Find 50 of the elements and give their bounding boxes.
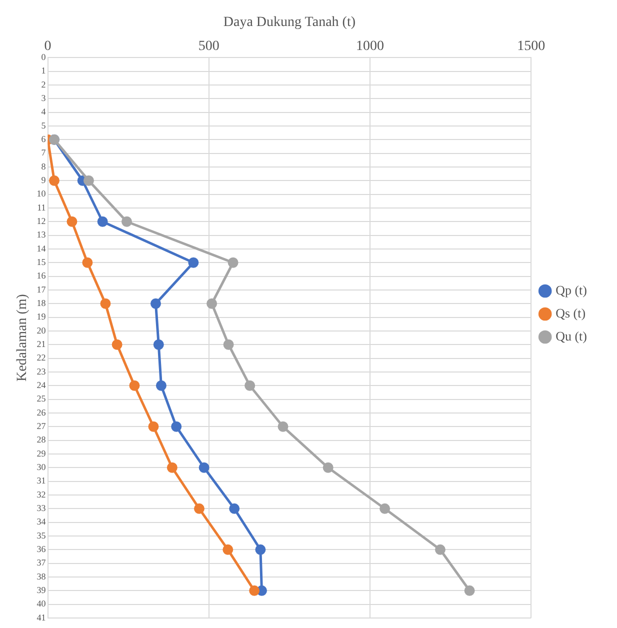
y-tick-label: 11 xyxy=(37,202,46,212)
y-tick-label: 40 xyxy=(36,598,46,609)
y-tick-label: 15 xyxy=(36,256,46,267)
x-tick-label: 1500 xyxy=(517,38,546,54)
y-tick-label: 39 xyxy=(36,585,46,596)
y-tick-label: 32 xyxy=(36,489,46,500)
y-tick-label: 29 xyxy=(36,448,46,458)
y-tick-label: 37 xyxy=(36,558,46,568)
y-tick-label: 20 xyxy=(36,325,46,336)
y-tick-label: 22 xyxy=(36,352,46,363)
y-tick-label: 8 xyxy=(41,161,46,172)
y-tick-label: 26 xyxy=(36,407,46,418)
y-tick-label: 6 xyxy=(41,134,46,144)
y-tick-label: 30 xyxy=(36,462,46,472)
y-tick-label: 12 xyxy=(36,216,46,226)
y-tick-label: 2 xyxy=(41,79,46,90)
x-axis-title: Daya Dukung Tanah (t) xyxy=(223,15,356,30)
y-tick-label: 16 xyxy=(36,270,46,281)
y-tick-label: 18 xyxy=(36,298,46,308)
y-tick-label: 31 xyxy=(36,476,46,486)
y-tick-label: 33 xyxy=(36,503,46,514)
y-tick-label: 41 xyxy=(36,612,46,622)
y-tick-label: 10 xyxy=(36,188,46,199)
y-tick-label: 27 xyxy=(36,421,46,432)
y-tick-label: 17 xyxy=(36,284,46,294)
y-tick-label: 5 xyxy=(41,120,46,130)
y-tick-label: 36 xyxy=(36,544,46,554)
y-tick-label: 24 xyxy=(36,380,46,390)
y-tick-label: 23 xyxy=(36,366,46,376)
legend-label: Qp (t) xyxy=(556,282,588,298)
y-tick-label: 21 xyxy=(36,338,46,349)
x-tick-label: 500 xyxy=(198,38,220,54)
y-tick-label: 14 xyxy=(36,243,46,254)
y-axis-title: Kedalaman (m) xyxy=(15,294,30,382)
y-tick-label: 13 xyxy=(36,230,46,240)
y-tick-label: 38 xyxy=(36,571,46,582)
y-tick-label: 34 xyxy=(36,516,46,527)
y-tick-label: 7 xyxy=(41,148,46,158)
legend-label: Qs (t) xyxy=(556,305,586,320)
y-tick-label: 28 xyxy=(36,434,46,445)
y-tick-label: 9 xyxy=(41,174,46,185)
y-tick-label: 4 xyxy=(41,106,46,117)
y-tick-label: 3 xyxy=(41,92,46,103)
y-tick-label: 0 xyxy=(41,52,46,62)
y-tick-label: 35 xyxy=(36,530,46,540)
y-tick-label: 1 xyxy=(41,66,46,76)
y-tick-label: 19 xyxy=(36,312,46,322)
x-tick-label: 1000 xyxy=(356,38,384,54)
y-tick-label: 25 xyxy=(36,394,46,404)
legend-label: Qu (t) xyxy=(556,328,588,344)
